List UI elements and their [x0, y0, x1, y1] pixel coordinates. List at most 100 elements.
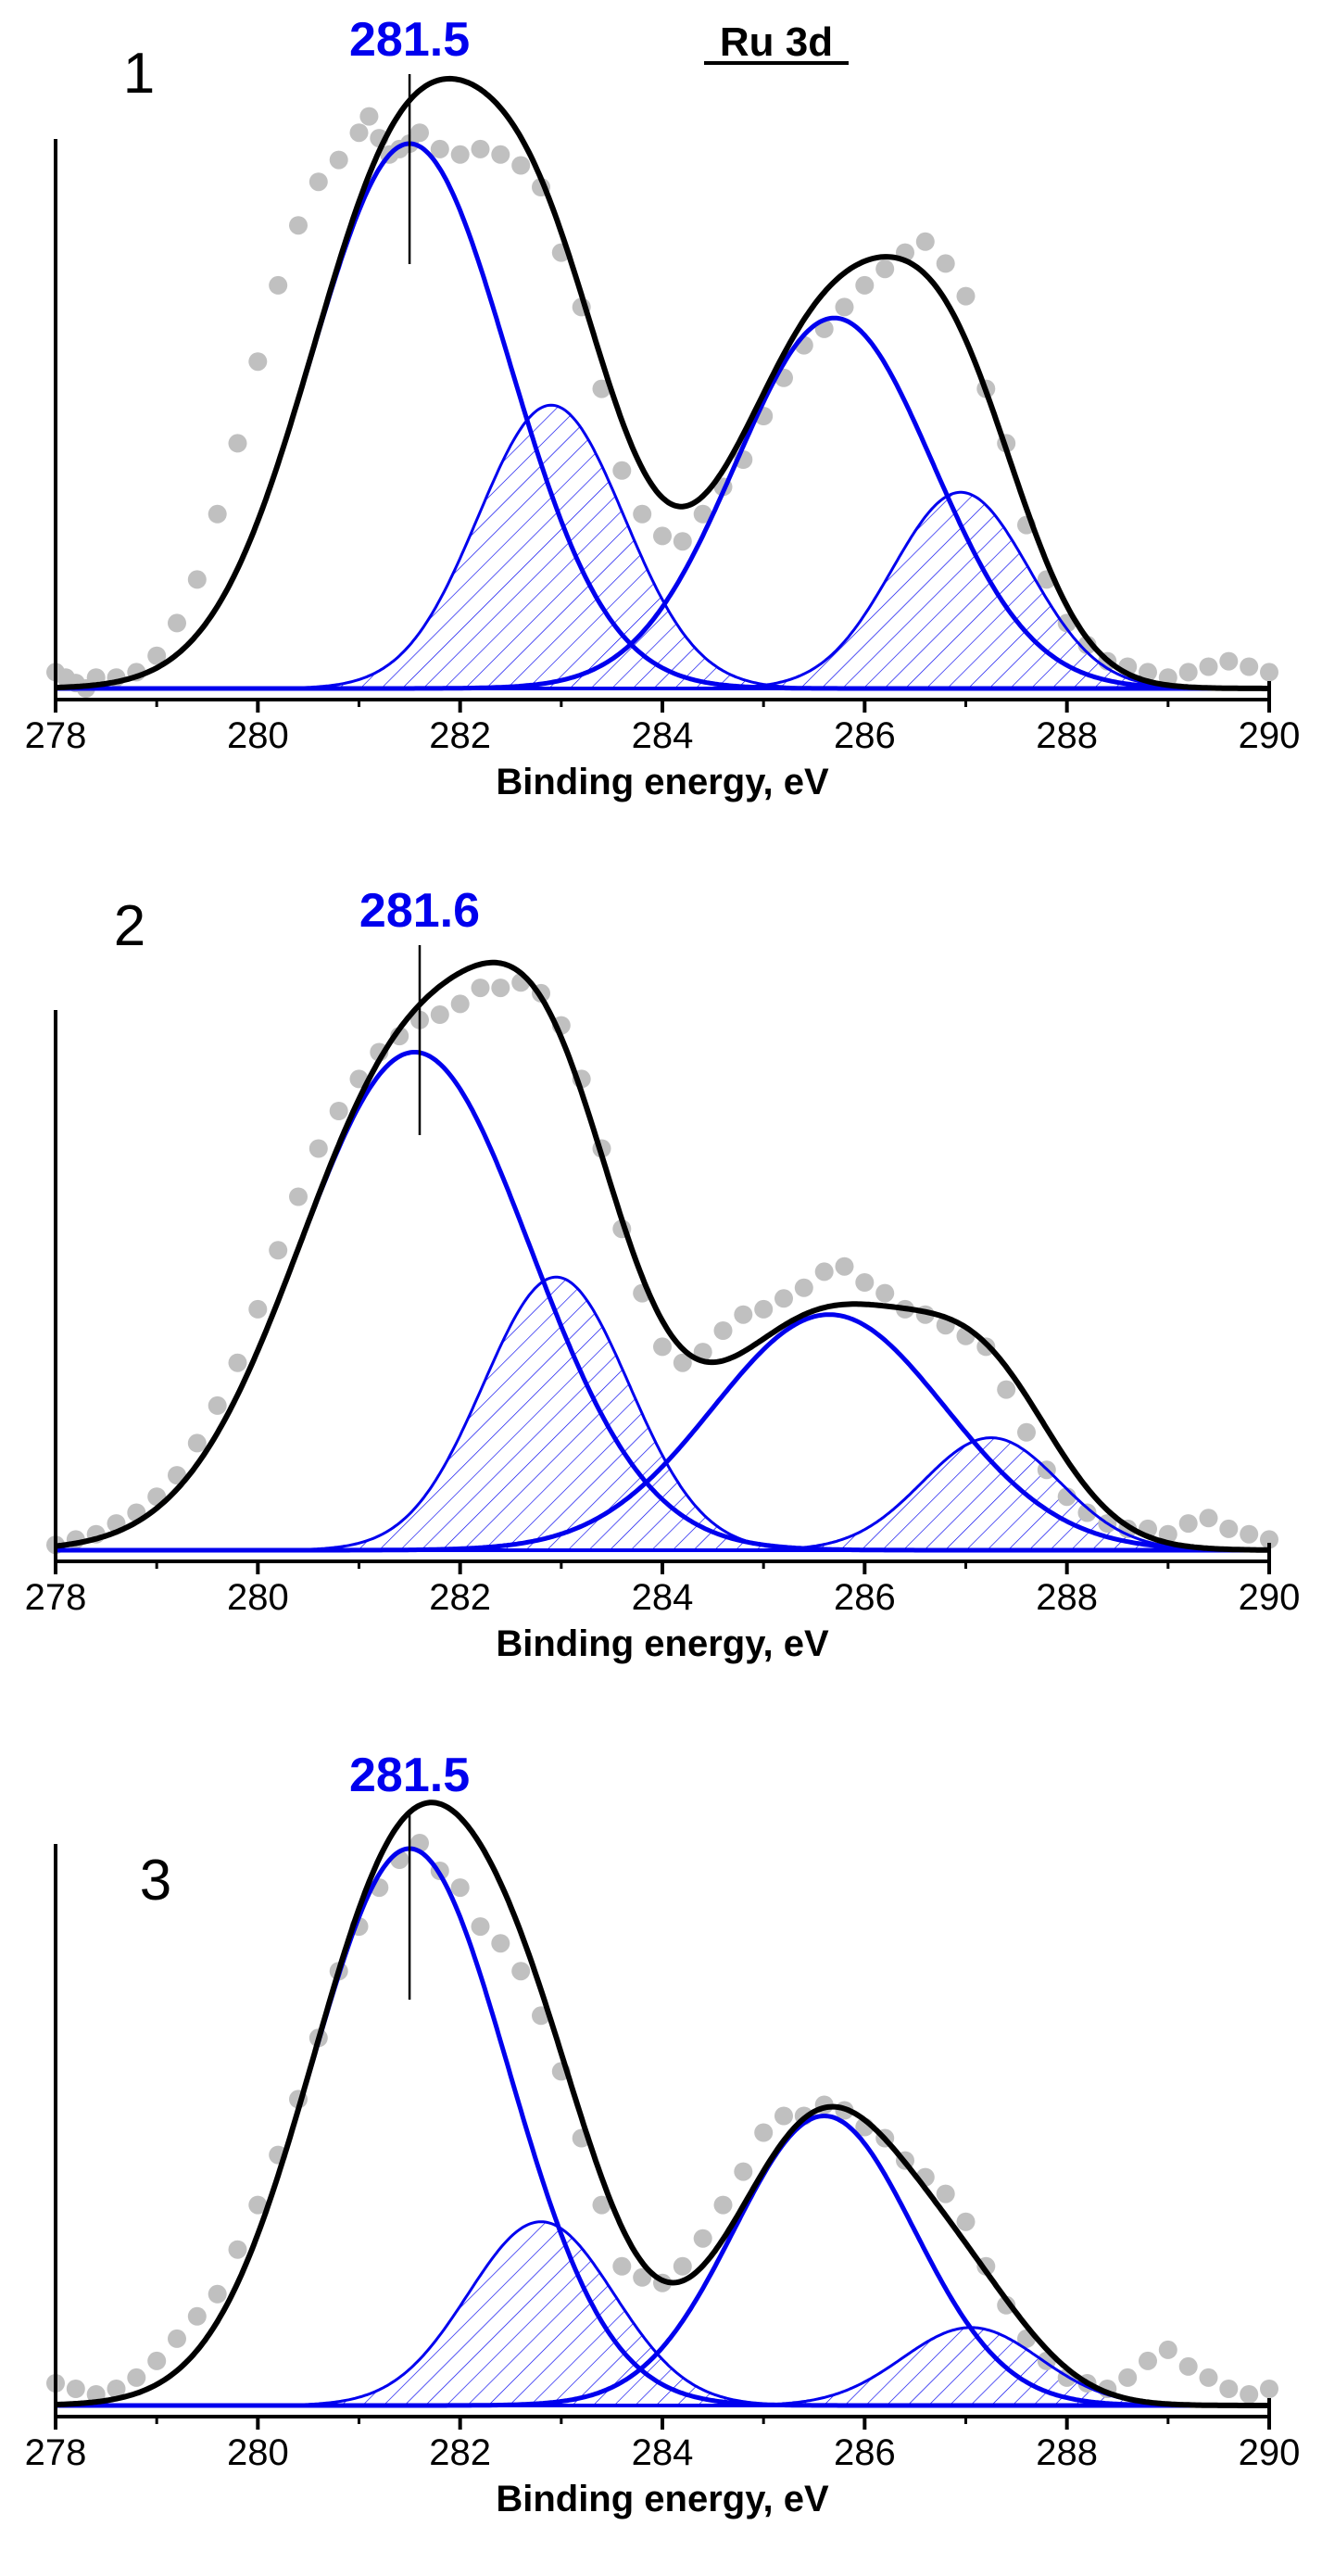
component-hatch-4 — [56, 492, 1269, 688]
chart-panel-3: 278 280 282 284 286 288 290 Binding energy, eV 3… — [25, 1749, 1301, 2519]
data-point — [329, 150, 348, 170]
peak-annotation: 281.5 — [349, 13, 470, 67]
data-point — [653, 1337, 672, 1357]
data-point — [228, 1353, 247, 1372]
data-point — [269, 275, 288, 295]
data-point — [471, 1917, 490, 1937]
data-point — [308, 172, 328, 192]
data-point — [208, 1395, 227, 1415]
data-point — [612, 461, 632, 480]
data-point — [248, 2195, 268, 2215]
component-hatch-2 — [56, 1277, 1269, 1550]
data-point — [187, 2306, 207, 2326]
data-point — [997, 1380, 1016, 1399]
data-point — [1178, 2356, 1198, 2376]
data-point — [1240, 2385, 1259, 2404]
data-point — [1017, 1422, 1036, 1442]
data-point — [410, 123, 429, 143]
x-tick-label: 288 — [1036, 715, 1098, 756]
data-point — [1260, 1530, 1278, 1549]
data-point — [855, 1273, 875, 1292]
data-point — [956, 2212, 976, 2231]
chart-panel-1: 278 280 282 284 286 288 290 Binding energy, eV 1… — [25, 13, 1301, 802]
data-point — [956, 286, 976, 306]
envelope-curve — [56, 75, 1269, 691]
chart-panels: 278 280 282 284 286 288 290 Binding energy, eV 1… — [25, 13, 1301, 2519]
envelope-curve — [55, 959, 1269, 1553]
data-point — [308, 1139, 328, 1158]
x-tick-label: 290 — [1239, 715, 1301, 756]
data-point — [835, 1256, 854, 1276]
data-point — [248, 352, 268, 372]
data-point — [248, 1299, 268, 1319]
data-point — [187, 570, 207, 589]
data-point — [915, 232, 935, 251]
data-point — [127, 2368, 146, 2387]
x-tick-label: 286 — [834, 715, 896, 756]
x-tick-label: 290 — [1239, 2432, 1301, 2473]
x-tick-label: 278 — [25, 2432, 87, 2473]
data-point — [1158, 2340, 1177, 2359]
data-point — [612, 2256, 632, 2276]
data-point — [794, 1278, 813, 1297]
data-point — [592, 379, 611, 398]
data-point — [289, 216, 308, 235]
x-axis-title: Binding energy, eV — [496, 762, 829, 802]
data-point — [936, 254, 955, 273]
panel-number: 3 — [140, 1849, 171, 1913]
data-point — [1178, 663, 1198, 682]
data-point — [693, 2229, 712, 2248]
data-point — [1139, 2351, 1157, 2370]
data-point — [1240, 1524, 1259, 1544]
x-tick-label: 290 — [1239, 1577, 1301, 1618]
panel-number: 2 — [114, 894, 145, 958]
data-point — [713, 2195, 733, 2215]
peak-annotation: 281.5 — [349, 1749, 470, 1802]
data-point — [450, 145, 470, 164]
data-point — [450, 994, 470, 1014]
data-point — [107, 2380, 126, 2398]
x-tick-label: 282 — [429, 2432, 491, 2473]
data-point — [774, 1289, 793, 1308]
data-point — [1240, 657, 1259, 676]
data-point — [875, 1283, 895, 1303]
component-hatch-2 — [56, 405, 1269, 688]
data-point — [1199, 1509, 1218, 1528]
data-point — [349, 123, 369, 143]
data-point — [734, 2162, 753, 2181]
data-point — [1260, 663, 1278, 682]
data-point — [673, 2256, 692, 2276]
x-tick-label: 284 — [632, 715, 694, 756]
data-point — [511, 1962, 531, 1981]
data-point — [653, 526, 672, 546]
component-curve-4 — [56, 2326, 1269, 2407]
data-point — [511, 156, 531, 175]
data-point — [430, 1005, 449, 1024]
data-point — [1199, 2368, 1218, 2387]
data-point — [228, 434, 247, 453]
data-point — [147, 646, 167, 665]
data-point — [187, 1433, 207, 1453]
data-point — [147, 2351, 167, 2370]
x-tick-label: 282 — [429, 715, 491, 756]
data-point — [754, 2123, 774, 2142]
data-point — [329, 1102, 348, 1120]
component-hatch-2 — [56, 2221, 1269, 2406]
data-point — [168, 2329, 186, 2348]
data-point — [491, 1934, 510, 1953]
data-point — [1178, 1514, 1198, 1534]
data-point — [228, 2240, 247, 2259]
data-point — [168, 613, 186, 633]
data-point — [1077, 1503, 1097, 1522]
data-point — [633, 504, 652, 524]
data-point — [1199, 657, 1218, 676]
data-point — [1260, 2380, 1278, 2398]
data-point — [835, 297, 854, 317]
data-point — [491, 979, 510, 998]
data-point — [855, 275, 875, 295]
x-tick-label: 278 — [25, 715, 87, 756]
figure-title: Ru 3d — [720, 19, 833, 65]
envelope-curve — [55, 1799, 1269, 2408]
data-point — [592, 2195, 611, 2215]
